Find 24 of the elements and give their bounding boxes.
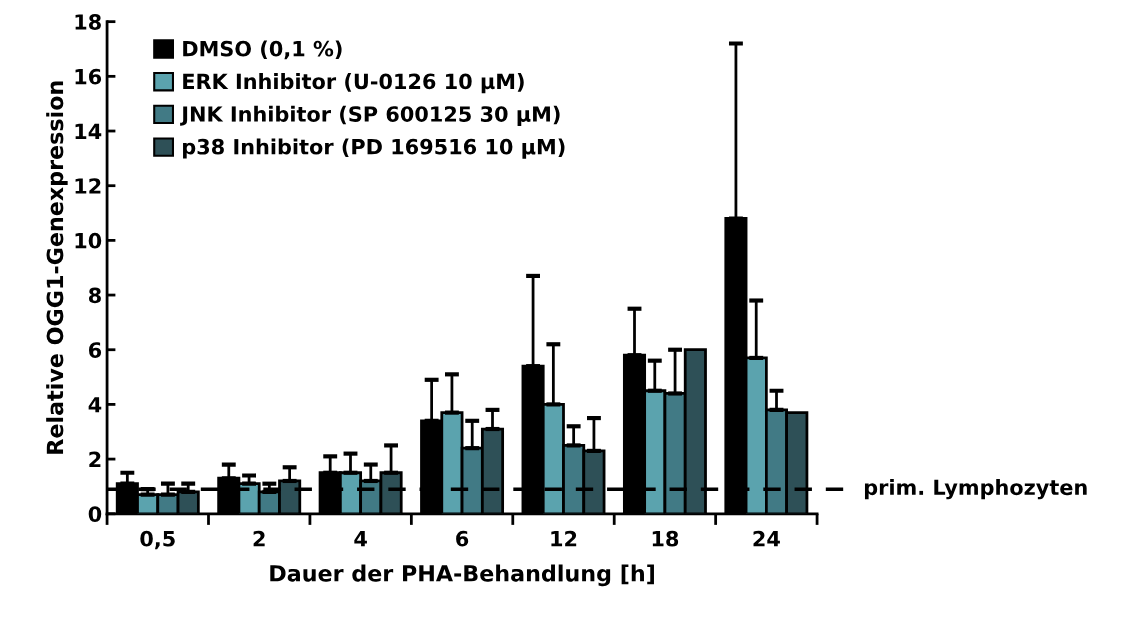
y-tick-label: 8 xyxy=(88,287,101,304)
x-tick-label: 6 xyxy=(456,530,469,547)
y-tick-label: 14 xyxy=(75,123,102,139)
y-tick-label: 4 xyxy=(88,397,102,413)
x-tick-label: 12 xyxy=(551,530,577,547)
x-tick-label: 24 xyxy=(753,530,780,547)
y-tick-label: 12 xyxy=(75,178,101,194)
y-tick-label: 10 xyxy=(75,232,102,249)
x-axis-title: Dauer der PHA-Behandlung [h] xyxy=(270,564,654,587)
x-tick-label: 0,5 xyxy=(140,530,175,550)
y-tick-label: 0 xyxy=(88,506,102,522)
y-axis-title: Relative OGG1-Genexpression xyxy=(46,81,68,454)
legend-label: p38 Inhibitor (PD 169516 10 µM) xyxy=(183,138,565,159)
legend-label: JNK Inhibitor (SP 600125 30 µM) xyxy=(180,105,560,126)
legend-label: DMSO (0,1 %) xyxy=(183,40,342,60)
y-tick-label: 2 xyxy=(89,451,101,468)
x-tick-label: 18 xyxy=(652,530,679,547)
y-tick-label: 18 xyxy=(75,14,101,30)
x-tick-label: 2 xyxy=(253,530,265,547)
legend-label: ERK Inhibitor (U-0126 10 µM) xyxy=(183,73,524,94)
x-tick-label: 4 xyxy=(354,531,367,547)
y-tick-label: 6 xyxy=(89,342,102,358)
y-tick-label: 16 xyxy=(75,68,102,85)
ref-line-label: prim. Lymphozyten xyxy=(864,479,1087,500)
